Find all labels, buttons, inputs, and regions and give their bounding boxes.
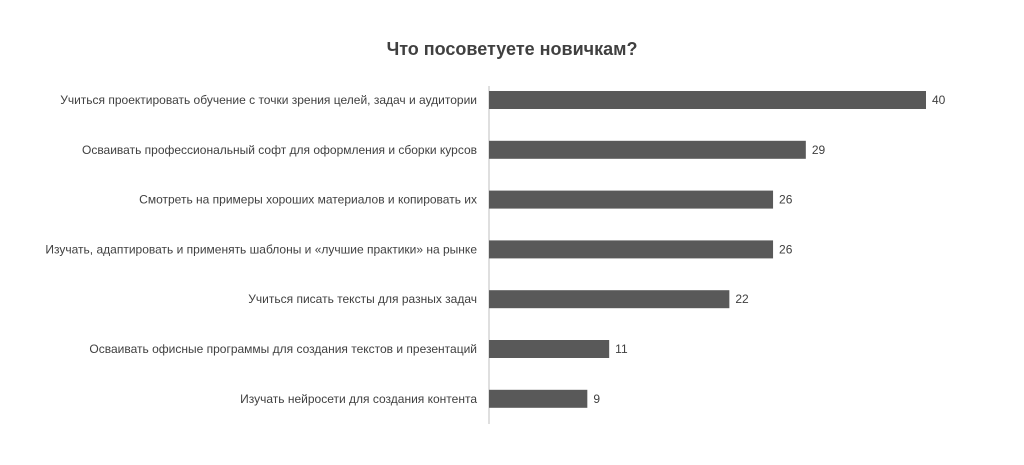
category-label: Смотреть на примеры хороших материалов и… <box>139 193 477 207</box>
chart-title: Что посоветуете новичкам? <box>387 39 638 59</box>
bar <box>489 240 774 259</box>
category-label: Учиться писать тексты для разных задач <box>248 292 477 306</box>
category-label: Осваивать профессиональный софт для офор… <box>82 143 477 157</box>
bar <box>489 91 926 109</box>
data-label: 9 <box>593 392 600 406</box>
bar <box>489 190 774 209</box>
data-label: 29 <box>812 143 826 157</box>
data-label: 26 <box>779 193 793 207</box>
bar <box>489 389 588 408</box>
bar <box>489 290 730 309</box>
data-label: 11 <box>615 342 628 356</box>
bars-group: Учиться проектировать обучение с точки з… <box>45 91 946 408</box>
category-label: Осваивать офисные программы для создания… <box>89 342 477 356</box>
data-label: 22 <box>735 292 749 306</box>
category-label: Изучать, адаптировать и применять шаблон… <box>45 242 477 256</box>
data-label: 26 <box>779 242 793 256</box>
category-label: Изучать нейросети для создания контента <box>240 392 477 406</box>
category-label: Учиться проектировать обучение с точки з… <box>60 93 477 107</box>
bar <box>489 340 610 358</box>
bar <box>489 140 806 159</box>
data-label: 40 <box>932 93 946 107</box>
